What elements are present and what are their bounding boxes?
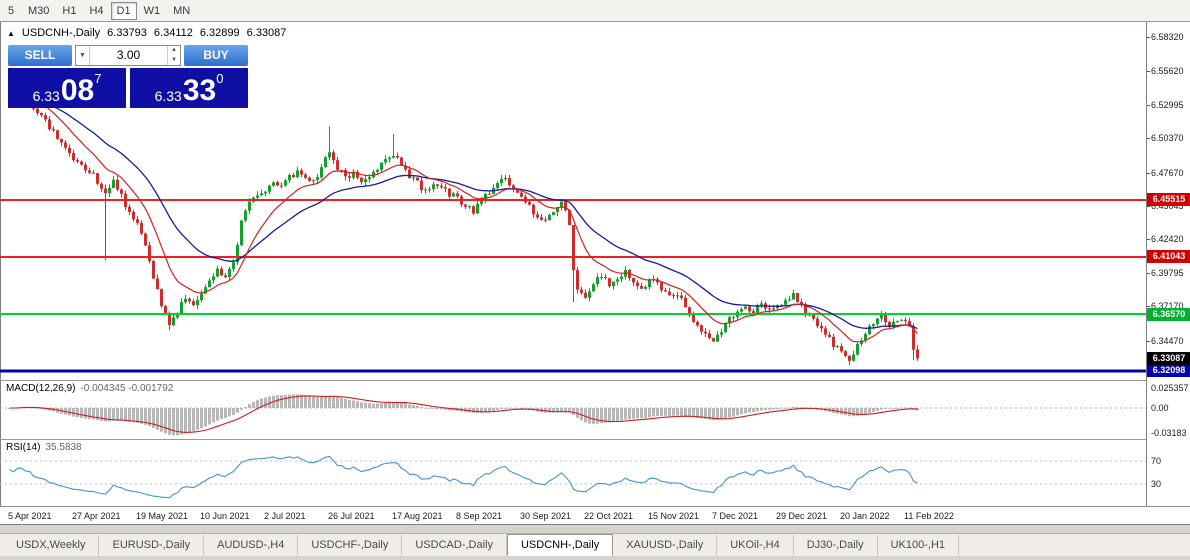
- chart-tab-ukoil-h4[interactable]: UKOil-,H4: [717, 535, 794, 556]
- quote-open: 6.33793: [107, 27, 147, 39]
- date-label: 26 Jul 2021: [328, 511, 375, 521]
- rsi-axis-label: 70: [1151, 456, 1162, 467]
- chart-tab-usdchf-daily[interactable]: USDCHF-,Daily: [298, 535, 403, 556]
- period-button-w1[interactable]: W1: [143, 4, 161, 17]
- date-label: 10 Jun 2021: [200, 511, 250, 521]
- price-axis-tick-mark: [1147, 105, 1150, 106]
- macd-indicator-label: MACD(12,26,9) -0.004345 -0.001792: [6, 383, 174, 394]
- chart-tab-audusd-h4[interactable]: AUDUSD-,H4: [204, 535, 299, 556]
- timeframe-toolbar: 5 M30 H1 H4 D1 W1 MN: [0, 0, 1190, 22]
- price-axis-tick: 6.37170: [1151, 301, 1184, 311]
- price-axis[interactable]: 6.58320 6.55620 6.52995 6.50370 6.47670 6.450…: [1146, 22, 1190, 506]
- date-label: 7 Dec 2021: [712, 511, 759, 521]
- macd-axis-label: 0.00: [1151, 403, 1169, 413]
- quote-close: 6.33087: [246, 27, 287, 39]
- buy-price-big: 33: [182, 73, 217, 107]
- price-axis-tick: 6.47670: [1151, 168, 1184, 178]
- price-axis-tick-mark: [1147, 173, 1150, 174]
- price-axis-tick: 6.52995: [1151, 100, 1184, 110]
- date-label: 17 Aug 2021: [392, 511, 443, 521]
- hline-price-tag: 6.41043: [1147, 250, 1190, 263]
- quote-low: 6.32899: [199, 27, 240, 39]
- chart-tab-dj30-daily[interactable]: DJ30-,Daily: [794, 535, 878, 556]
- buy-button[interactable]: BUY: [184, 45, 248, 66]
- panel-resize-divider[interactable]: [0, 439, 1190, 440]
- period-button-m30[interactable]: M30: [28, 4, 50, 17]
- date-label: 2 Jul 2021: [264, 511, 306, 521]
- macd-panel-canvas[interactable]: [0, 381, 1146, 439]
- price-axis-tick-mark: [1147, 341, 1150, 342]
- time-axis[interactable]: 5 Apr 2021 27 Apr 2021 19 May 2021 10 Jun 2…: [0, 506, 1190, 524]
- date-label: 15 Nov 2021: [648, 511, 700, 521]
- chart-tab-usdx-weekly[interactable]: USDX,Weekly: [3, 535, 100, 556]
- buy-price-prefix: 6.33: [154, 88, 182, 105]
- period-button-h4[interactable]: H4: [89, 4, 104, 17]
- rsi-axis-label: 30: [1151, 478, 1162, 489]
- period-button-mn[interactable]: MN: [173, 4, 191, 17]
- hline-price-tag: 6.36570: [1147, 308, 1190, 321]
- date-label: 27 Apr 2021: [72, 511, 121, 521]
- period-button-5[interactable]: 5: [7, 4, 15, 17]
- volume-field: ▼ 3.00 ▲ ▼: [75, 45, 181, 66]
- price-axis-tick-mark: [1147, 37, 1150, 38]
- window-bottom-edge: [0, 524, 1190, 533]
- date-label: 11 Feb 2022: [904, 511, 954, 521]
- price-axis-tick: 6.55620: [1151, 66, 1184, 76]
- trade-panel-collapse-icon[interactable]: ▲: [7, 28, 15, 38]
- price-axis-tick-mark: [1147, 206, 1150, 207]
- price-axis-tick-mark: [1147, 138, 1150, 139]
- price-axis-tick: 6.42420: [1151, 234, 1184, 244]
- date-label: 5 Apr 2021: [8, 511, 52, 521]
- sell-price-big: 08: [60, 73, 95, 107]
- date-label: 29 Dec 2021: [776, 511, 828, 521]
- rsi-indicator-label: RSI(14) 35.5838: [6, 442, 82, 453]
- macd-axis-label: -0.03183: [1151, 427, 1187, 438]
- sell-price-prefix: 6.33: [32, 88, 60, 105]
- volume-up-icon[interactable]: ▲: [171, 47, 177, 53]
- price-axis-tick-mark: [1147, 239, 1150, 240]
- chart-tab-usdcnh-daily[interactable]: USDCNH-,Daily: [506, 534, 614, 556]
- price-axis-tick-mark: [1147, 71, 1150, 72]
- volume-down-icon[interactable]: ▼: [171, 56, 177, 63]
- chart-tab-eurusd-daily[interactable]: EURUSD-,Daily: [99, 535, 205, 556]
- chart-tab-bar: USDX,Weekly EURUSD-,Daily AUDUSD-,H4 USDCHF…: [0, 533, 1190, 556]
- hline-price-tag: 6.32098: [1147, 364, 1190, 377]
- quote-header: ▲ USDCNH-,Daily 6.33793 6.34112 6.32899 …: [7, 27, 286, 39]
- buy-price-pipette: 0: [216, 71, 224, 86]
- price-axis-tick: 6.39795: [1151, 268, 1184, 278]
- volume-stepper: ▲ ▼: [167, 46, 180, 65]
- price-axis-tick: 6.34470: [1151, 336, 1184, 346]
- rsi-panel-canvas[interactable]: [0, 440, 1146, 505]
- chart-tab-usdcad-daily[interactable]: USDCAD-,Daily: [402, 535, 507, 556]
- price-axis-tick-mark: [1147, 306, 1150, 307]
- sell-price-pipette: 7: [94, 71, 102, 86]
- quote-high: 6.34112: [153, 27, 193, 39]
- one-click-trade-panel: SELL ▼ 3.00 ▲ ▼ BUY 6.33 08 7 6.33 33 0: [8, 45, 248, 108]
- macd-axis-label: 0.025357: [1151, 383, 1189, 394]
- price-axis-tick: 6.45045: [1151, 201, 1184, 211]
- date-label: 22 Oct 2021: [584, 511, 634, 521]
- period-button-h1[interactable]: H1: [62, 4, 77, 17]
- price-axis-tick: 6.50370: [1151, 133, 1184, 143]
- hline-price-tag: 6.45515: [1147, 193, 1190, 206]
- date-label: 8 Sep 2021: [456, 511, 503, 521]
- volume-input[interactable]: 3.00: [116, 48, 141, 62]
- date-label: 30 Sep 2021: [520, 511, 572, 521]
- period-button-d1[interactable]: D1: [110, 1, 137, 20]
- symbol-name: USDCNH-,Daily: [21, 27, 101, 39]
- buy-price-display[interactable]: 6.33 33 0: [130, 68, 248, 108]
- current-price-tag: 6.33087: [1147, 352, 1190, 365]
- price-axis-tick-mark: [1147, 273, 1150, 274]
- panel-resize-divider[interactable]: [0, 380, 1190, 381]
- chart-tab-uk100-h1[interactable]: UK100-,H1: [878, 535, 960, 556]
- price-axis-tick: 6.58320: [1151, 32, 1184, 42]
- date-label: 20 Jan 2022: [840, 511, 890, 521]
- chart-tab-xauusd-daily[interactable]: XAUUSD-,Daily: [613, 535, 718, 556]
- date-label: 19 May 2021: [136, 511, 189, 521]
- sell-button[interactable]: SELL: [8, 45, 72, 66]
- volume-dropdown-icon[interactable]: ▼: [76, 46, 90, 65]
- sell-price-display[interactable]: 6.33 08 7: [8, 68, 126, 108]
